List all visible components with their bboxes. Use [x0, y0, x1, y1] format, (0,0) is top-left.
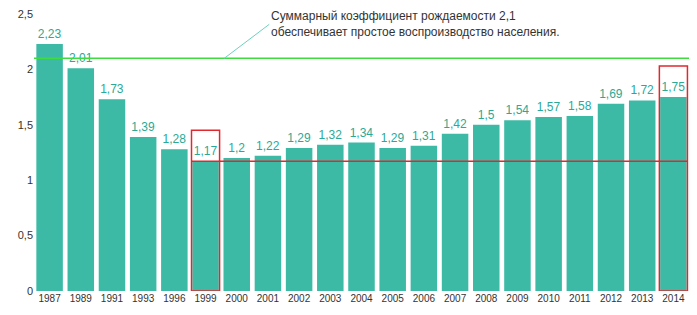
svg-text:1,29: 1,29	[381, 131, 405, 145]
svg-text:2013: 2013	[631, 293, 654, 304]
svg-text:1,73: 1,73	[100, 82, 124, 96]
svg-text:1,17: 1,17	[194, 144, 218, 158]
svg-text:1999: 1999	[194, 293, 217, 304]
svg-text:1,2: 1,2	[228, 141, 245, 155]
svg-text:1,72: 1,72	[630, 83, 654, 97]
svg-text:2009: 2009	[506, 293, 529, 304]
svg-text:1,29: 1,29	[287, 131, 311, 145]
svg-text:2,23: 2,23	[38, 27, 62, 41]
svg-text:1,57: 1,57	[537, 100, 561, 114]
svg-text:2005: 2005	[382, 293, 405, 304]
svg-text:1,34: 1,34	[350, 126, 374, 140]
svg-text:1,32: 1,32	[318, 128, 342, 142]
svg-text:1,42: 1,42	[443, 117, 467, 131]
svg-text:1: 1	[27, 174, 33, 186]
svg-text:1,28: 1,28	[163, 132, 187, 146]
svg-text:2002: 2002	[288, 293, 311, 304]
svg-text:2006: 2006	[413, 293, 436, 304]
svg-text:2011: 2011	[569, 293, 591, 304]
svg-text:0: 0	[27, 285, 33, 297]
svg-text:2008: 2008	[475, 293, 498, 304]
svg-text:1996: 1996	[163, 293, 186, 304]
svg-text:2004: 2004	[350, 293, 373, 304]
svg-text:1,58: 1,58	[568, 99, 592, 113]
svg-text:1,5: 1,5	[18, 119, 33, 131]
svg-text:1989: 1989	[70, 293, 93, 304]
svg-text:2,5: 2,5	[18, 8, 33, 20]
svg-text:1,5: 1,5	[478, 108, 495, 122]
svg-text:1,22: 1,22	[256, 139, 280, 153]
svg-text:1,54: 1,54	[506, 103, 530, 117]
svg-text:0,5: 0,5	[18, 229, 33, 241]
svg-text:1,31: 1,31	[412, 129, 436, 143]
svg-text:2003: 2003	[319, 293, 342, 304]
svg-text:2007: 2007	[444, 293, 467, 304]
svg-text:1987: 1987	[38, 293, 61, 304]
svg-text:1993: 1993	[132, 293, 155, 304]
svg-text:2001: 2001	[257, 293, 280, 304]
svg-text:1,39: 1,39	[131, 120, 155, 134]
svg-text:2014: 2014	[662, 293, 685, 304]
svg-text:2: 2	[27, 63, 33, 75]
svg-text:2012: 2012	[600, 293, 623, 304]
svg-text:1,69: 1,69	[599, 87, 623, 101]
svg-text:1991: 1991	[101, 293, 124, 304]
svg-text:2000: 2000	[226, 293, 249, 304]
svg-text:2,01: 2,01	[69, 51, 93, 65]
svg-text:1,75: 1,75	[662, 80, 686, 94]
svg-text:Суммарный коэффициент рождаемо: Суммарный коэффициент рождаемости 2,1обе…	[271, 9, 560, 39]
svg-text:2010: 2010	[538, 293, 561, 304]
